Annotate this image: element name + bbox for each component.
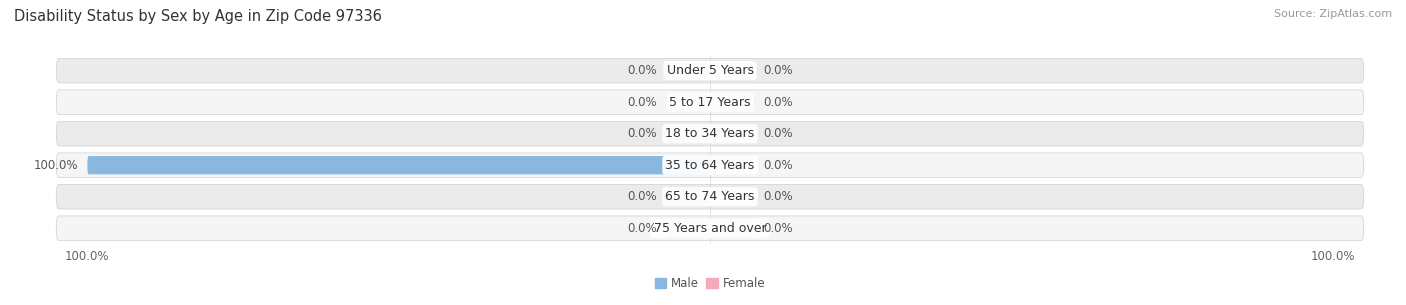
Text: 0.0%: 0.0% — [763, 222, 793, 235]
Legend: Male, Female: Male, Female — [650, 272, 770, 295]
Text: 0.0%: 0.0% — [627, 190, 657, 203]
Text: 0.0%: 0.0% — [627, 222, 657, 235]
Text: Under 5 Years: Under 5 Years — [666, 64, 754, 77]
Text: Disability Status by Sex by Age in Zip Code 97336: Disability Status by Sex by Age in Zip C… — [14, 9, 382, 24]
Text: 100.0%: 100.0% — [34, 159, 77, 172]
FancyBboxPatch shape — [710, 188, 754, 206]
FancyBboxPatch shape — [666, 188, 710, 206]
FancyBboxPatch shape — [710, 93, 754, 111]
Text: Source: ZipAtlas.com: Source: ZipAtlas.com — [1274, 9, 1392, 19]
Text: 0.0%: 0.0% — [763, 96, 793, 109]
FancyBboxPatch shape — [666, 219, 710, 237]
FancyBboxPatch shape — [710, 62, 754, 80]
FancyBboxPatch shape — [710, 156, 754, 174]
Text: 5 to 17 Years: 5 to 17 Years — [669, 96, 751, 109]
FancyBboxPatch shape — [710, 219, 754, 237]
FancyBboxPatch shape — [56, 185, 1364, 209]
FancyBboxPatch shape — [56, 58, 1364, 83]
FancyBboxPatch shape — [56, 121, 1364, 146]
Text: 0.0%: 0.0% — [627, 64, 657, 77]
FancyBboxPatch shape — [666, 93, 710, 111]
Text: 0.0%: 0.0% — [763, 159, 793, 172]
Text: 0.0%: 0.0% — [763, 64, 793, 77]
Text: 35 to 64 Years: 35 to 64 Years — [665, 159, 755, 172]
Text: 0.0%: 0.0% — [627, 96, 657, 109]
FancyBboxPatch shape — [56, 153, 1364, 178]
Text: 0.0%: 0.0% — [763, 190, 793, 203]
FancyBboxPatch shape — [666, 62, 710, 80]
FancyBboxPatch shape — [56, 90, 1364, 114]
Text: 75 Years and over: 75 Years and over — [654, 222, 766, 235]
FancyBboxPatch shape — [666, 124, 710, 143]
Text: 0.0%: 0.0% — [763, 127, 793, 140]
FancyBboxPatch shape — [56, 216, 1364, 241]
Text: 18 to 34 Years: 18 to 34 Years — [665, 127, 755, 140]
Text: 65 to 74 Years: 65 to 74 Years — [665, 190, 755, 203]
Text: 0.0%: 0.0% — [627, 127, 657, 140]
FancyBboxPatch shape — [710, 124, 754, 143]
FancyBboxPatch shape — [87, 156, 710, 174]
